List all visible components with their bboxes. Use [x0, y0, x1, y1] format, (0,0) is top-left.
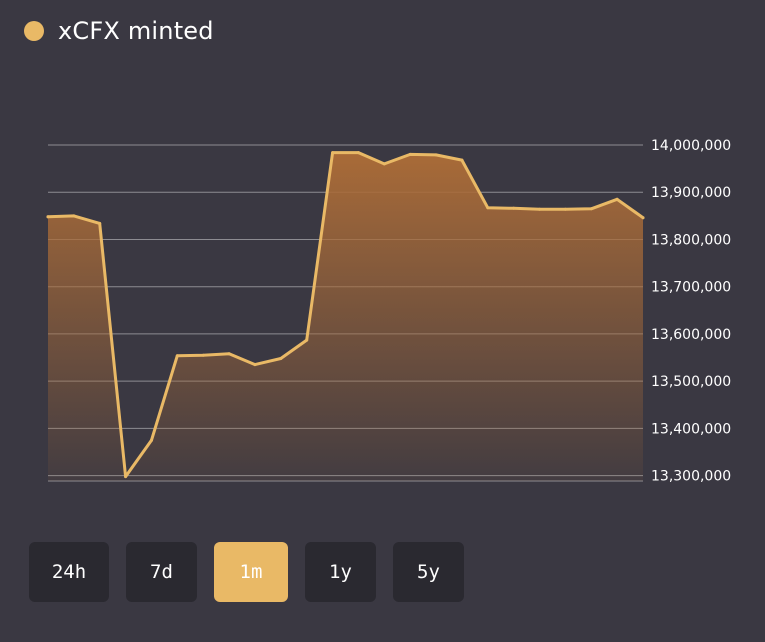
data-point — [382, 162, 386, 166]
y-tick-label: 13,800,000 — [651, 232, 731, 248]
data-point — [201, 353, 205, 357]
range-button-1y[interactable]: 1y — [305, 542, 376, 602]
minted-area-chart: 14,000,000 13,900,000 13,800,000 13,700,000… — [46, 138, 731, 485]
series-line — [46, 151, 645, 479]
data-point — [72, 214, 76, 218]
time-range-selector: 24h 7d 1m 1y 5y — [29, 542, 464, 602]
range-button-7d[interactable]: 7d — [126, 542, 197, 602]
chart-legend: xCFX minted — [24, 14, 214, 48]
data-point — [175, 354, 179, 358]
data-point — [98, 221, 102, 225]
y-tick-label: 13,900,000 — [651, 185, 731, 201]
data-point — [305, 338, 309, 342]
data-point — [538, 207, 541, 211]
data-point — [486, 206, 490, 210]
data-point — [563, 207, 567, 211]
data-point — [460, 158, 464, 162]
data-point — [279, 357, 283, 360]
legend-label: xCFX minted — [58, 17, 214, 45]
data-point — [253, 363, 257, 367]
data-point — [408, 152, 412, 156]
y-tick-label: 13,400,000 — [651, 421, 731, 437]
data-point — [641, 216, 645, 220]
data-point — [356, 151, 360, 155]
data-point — [434, 153, 438, 157]
y-tick-label: 13,300,000 — [651, 469, 731, 485]
range-button-5y[interactable]: 5y — [393, 542, 464, 602]
y-tick-label: 13,600,000 — [651, 327, 731, 343]
range-button-1m[interactable]: 1m — [214, 542, 288, 602]
data-point — [512, 206, 516, 210]
legend-swatch — [24, 21, 44, 41]
data-point — [331, 151, 335, 155]
y-tick-label: 13,500,000 — [651, 374, 731, 390]
data-point — [615, 197, 619, 201]
data-point — [46, 215, 50, 219]
y-tick-label: 14,000,000 — [651, 138, 731, 154]
data-point — [227, 352, 231, 356]
data-point — [589, 207, 593, 211]
series-area — [48, 152, 643, 481]
range-button-24h[interactable]: 24h — [29, 542, 109, 602]
data-point — [150, 438, 153, 442]
y-tick-label: 13,700,000 — [651, 280, 731, 296]
data-point — [124, 475, 128, 479]
